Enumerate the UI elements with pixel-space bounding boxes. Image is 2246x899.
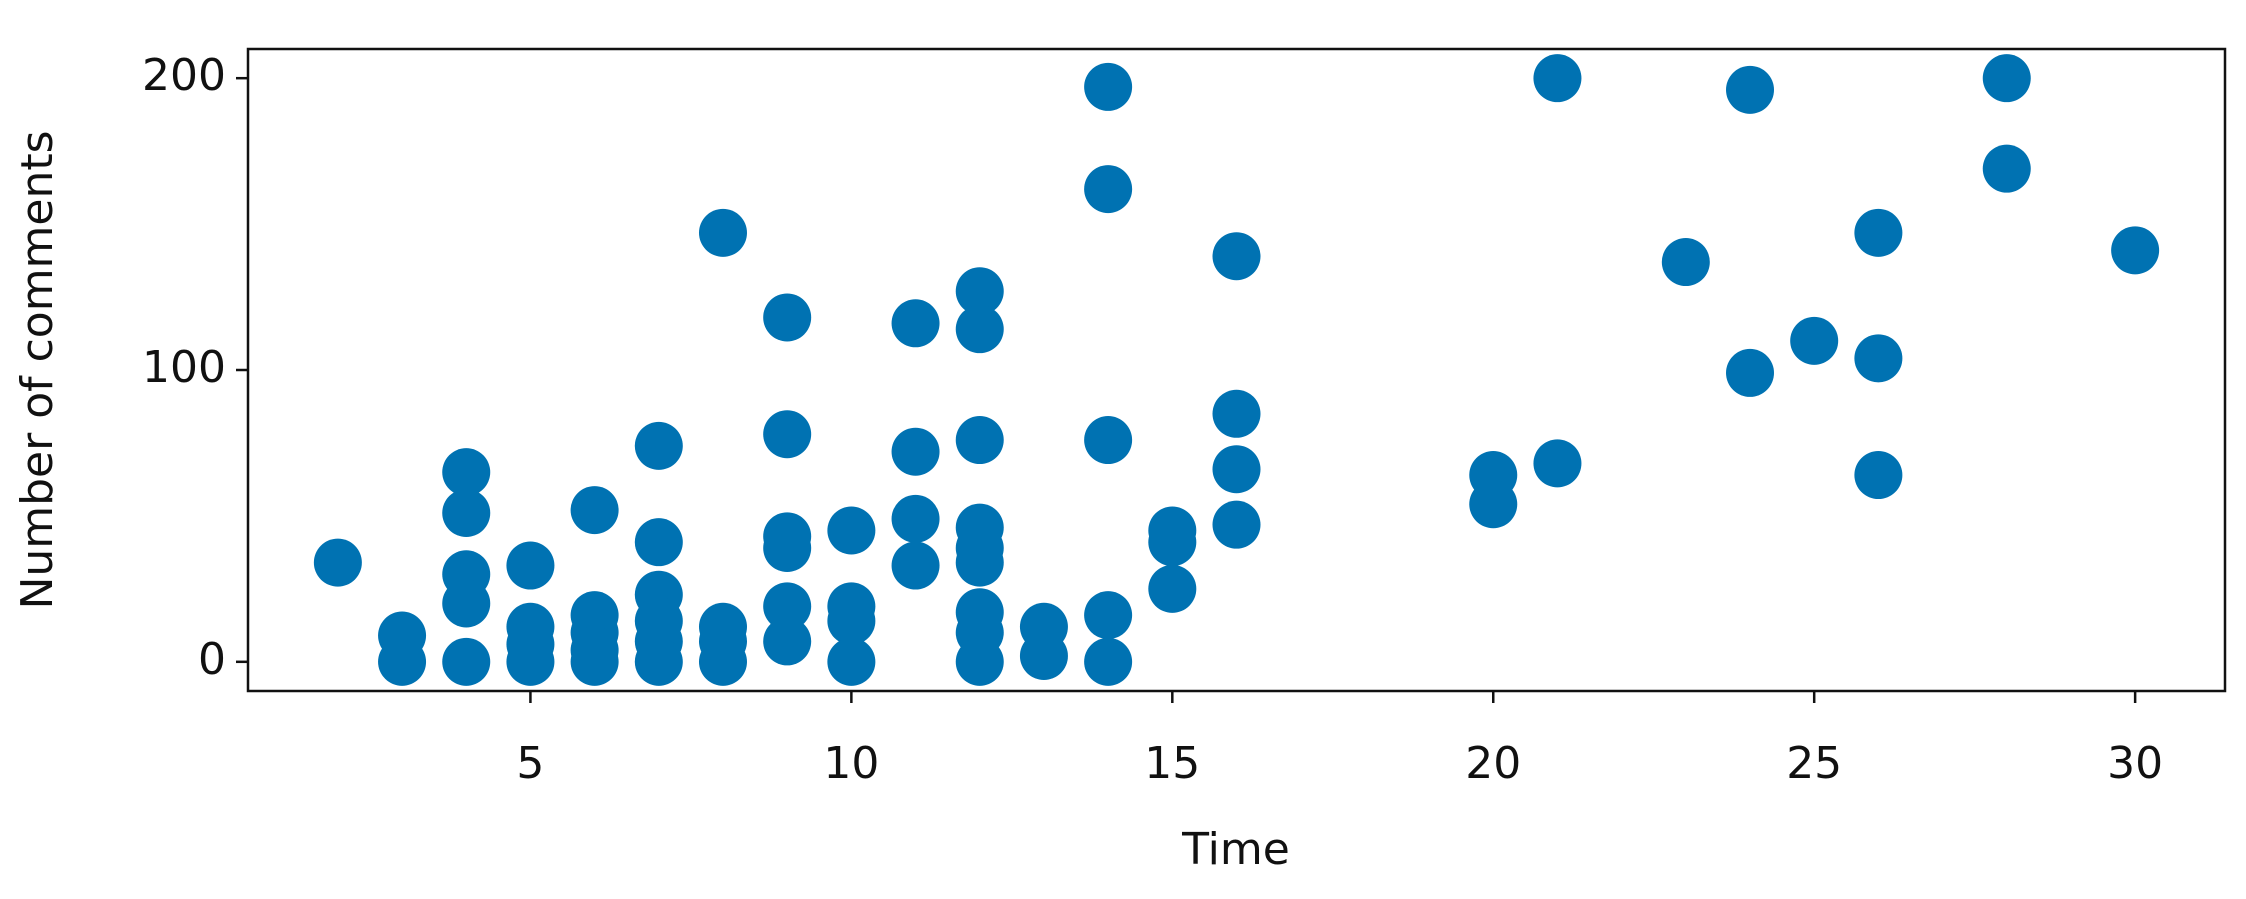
point	[1982, 144, 2031, 193]
point	[1726, 348, 1775, 397]
point	[827, 596, 876, 645]
point	[1019, 631, 1068, 680]
point	[827, 637, 876, 686]
point	[891, 427, 940, 476]
point	[634, 421, 683, 470]
point	[1661, 238, 1710, 287]
point	[763, 582, 812, 631]
point	[1533, 439, 1582, 488]
plot-frame	[246, 47, 2227, 693]
point	[698, 637, 747, 686]
point	[1084, 416, 1133, 465]
point	[1469, 480, 1518, 529]
point	[1726, 65, 1775, 114]
point	[1084, 165, 1133, 214]
point	[955, 305, 1004, 354]
point	[1212, 389, 1261, 438]
point	[506, 541, 555, 590]
point	[2111, 226, 2160, 275]
point	[1148, 564, 1197, 613]
x-tick-label: 20	[1465, 738, 1521, 789]
point	[1212, 500, 1261, 549]
point	[1854, 334, 1903, 383]
point	[570, 486, 619, 535]
point	[506, 637, 555, 686]
point	[442, 637, 491, 686]
point	[1854, 208, 1903, 257]
point	[1148, 518, 1197, 567]
point	[1084, 637, 1133, 686]
point	[442, 448, 491, 497]
point	[763, 524, 812, 573]
point	[313, 538, 362, 587]
point	[955, 538, 1004, 587]
point	[763, 617, 812, 666]
y-tick-label: 0	[198, 634, 226, 685]
point	[955, 267, 1004, 316]
point	[378, 637, 427, 686]
x-tick-label: 5	[516, 738, 544, 789]
point	[1982, 54, 2031, 103]
x-tick-label: 15	[1144, 738, 1200, 789]
x-tick-label: 30	[2107, 738, 2163, 789]
point	[1084, 591, 1133, 640]
point	[1212, 445, 1261, 494]
point	[763, 410, 812, 459]
point	[1533, 54, 1582, 103]
point	[955, 637, 1004, 686]
y-axis-label: Number of comments	[12, 130, 63, 609]
point	[827, 506, 876, 555]
point	[1854, 451, 1903, 500]
point	[891, 494, 940, 543]
point	[1212, 232, 1261, 281]
point	[1790, 316, 1839, 365]
y-tick-label: 200	[142, 50, 226, 101]
x-tick-label: 25	[1786, 738, 1842, 789]
point	[1084, 62, 1133, 111]
point	[570, 637, 619, 686]
point	[763, 293, 812, 342]
point	[891, 541, 940, 590]
point	[891, 299, 940, 348]
point	[634, 518, 683, 567]
point	[634, 637, 683, 686]
point	[698, 208, 747, 257]
x-axis-label: Time	[1181, 824, 1290, 875]
point	[955, 416, 1004, 465]
x-tick-label: 10	[823, 738, 879, 789]
point	[442, 579, 491, 628]
y-tick-label: 100	[142, 342, 226, 393]
point	[442, 488, 491, 537]
